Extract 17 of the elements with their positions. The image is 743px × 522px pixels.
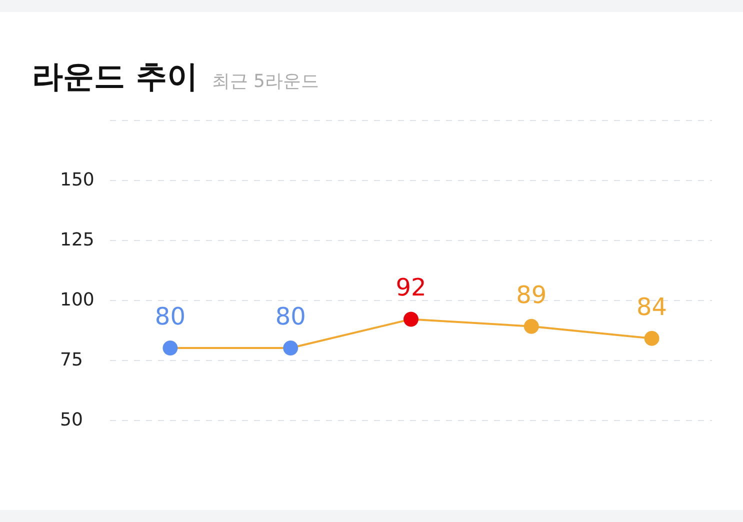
data-label: 84 (636, 292, 668, 321)
data-label: 89 (516, 280, 547, 309)
y-tick-label: 125 (60, 230, 94, 250)
data-label: 92 (396, 274, 426, 302)
y-tick-label: 75 (60, 350, 83, 370)
y-tick-label: 50 (60, 410, 83, 430)
point (524, 318, 539, 334)
chart-title: 라운드 추이 (32, 59, 198, 95)
data-label: 80 (275, 302, 306, 330)
chart-subtitle: 최근 5라운드 (212, 71, 319, 92)
data-label: 80 (154, 302, 186, 330)
point (404, 312, 418, 327)
y-tick-label: 100 (60, 290, 94, 310)
y-tick-label: 150 (60, 170, 94, 190)
point (644, 330, 660, 346)
point (162, 340, 178, 356)
point (283, 340, 298, 356)
